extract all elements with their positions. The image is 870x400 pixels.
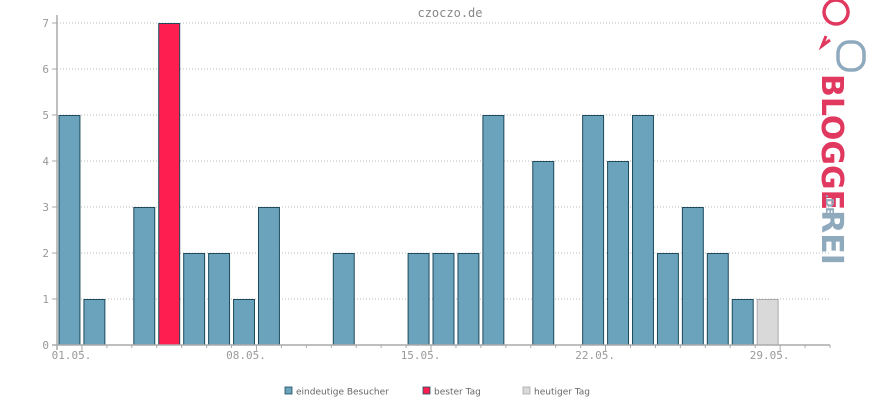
legend-item-normal: eindeutige Besucher (284, 386, 389, 398)
x-tick-label: 15.05. (401, 349, 441, 362)
axes (52, 15, 831, 351)
x-tick-label: 22.05. (575, 349, 615, 362)
y-tick-label: 0 (42, 339, 49, 352)
y-tick-label: 3 (42, 201, 49, 214)
y-tick-labels: 0 1 2 3 4 5 6 7 (42, 17, 49, 352)
x-tick-label: 01.05. (52, 349, 92, 362)
speech-bubbles-icon (818, 0, 866, 72)
bar (183, 253, 206, 346)
bar (706, 253, 729, 346)
bar (681, 207, 704, 346)
bar (432, 253, 455, 346)
bar-series (58, 23, 779, 346)
bloggerei-logo: BLOGGEREI .DE (814, 0, 866, 265)
bar (457, 253, 480, 346)
y-tick-label: 7 (42, 17, 49, 30)
x-tick-labels: 01.05. 08.05. 15.05. 22.05. 29.05. (52, 349, 790, 362)
bar (233, 299, 255, 346)
bar (332, 253, 355, 346)
legend-item-today: heutiger Tag (522, 386, 590, 398)
y-tick-label: 5 (42, 109, 49, 122)
bar (532, 161, 555, 346)
bar-best-day (158, 23, 181, 346)
legend-label: eindeutige Besucher (296, 388, 389, 398)
bar (83, 299, 106, 346)
bar (656, 253, 679, 346)
x-tick-label: 29.05. (750, 349, 790, 362)
x-tick-label: 08.05. (226, 349, 266, 362)
brand-name: BLOGGEREI (814, 74, 849, 265)
y-tick-label: 1 (42, 293, 49, 306)
legend: eindeutige Besucher bester Tag heutiger Ta… (284, 386, 590, 398)
bar-today (756, 299, 779, 346)
legend-swatch (284, 386, 293, 395)
y-tick-label: 2 (42, 247, 49, 260)
bar (58, 115, 81, 346)
bar (607, 161, 630, 346)
bar (731, 299, 754, 346)
legend-swatch (522, 386, 531, 395)
bar (632, 115, 654, 346)
y-tick-label: 4 (42, 155, 49, 168)
bar (257, 207, 280, 346)
legend-item-best: bester Tag (422, 386, 481, 398)
bar (482, 115, 505, 346)
y-tick-label: 6 (42, 63, 49, 76)
bar (407, 253, 430, 346)
chart-title: czoczo.de (417, 6, 482, 20)
bar (208, 253, 231, 346)
bar (582, 115, 605, 346)
legend-label: bester Tag (434, 388, 481, 398)
brand-suffix: .DE (823, 194, 836, 215)
legend-label: heutiger Tag (534, 388, 590, 398)
bar (133, 207, 156, 346)
legend-swatch (422, 386, 431, 395)
